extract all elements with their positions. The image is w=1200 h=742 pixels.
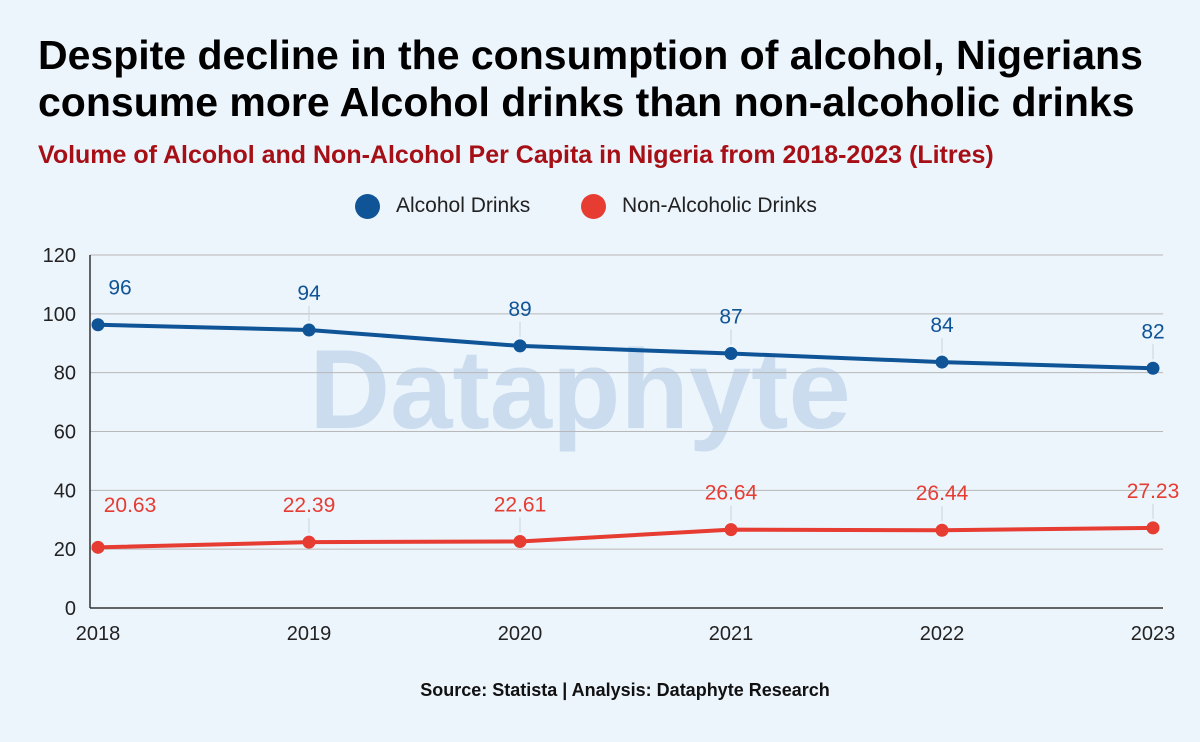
data-point [91, 318, 105, 332]
data-label: 20.63 [104, 494, 157, 517]
chart-legend: Alcohol Drinks Non-Alcoholic Drinks [0, 190, 1200, 222]
data-label: 84 [930, 314, 954, 337]
chart-headline: Despite decline in the consumption of al… [38, 32, 1143, 125]
legend-marker-alcohol [355, 193, 380, 219]
legend-marker-non-alcoholic [581, 193, 606, 219]
data-point [724, 347, 738, 361]
data-point [302, 535, 316, 549]
x-tick-label: 2022 [920, 623, 965, 645]
legend-label-non-alcoholic: Non-Alcoholic Drinks [622, 194, 817, 217]
legend-item-non-alcoholic[interactable]: Non-Alcoholic Drinks [581, 190, 817, 222]
data-point [302, 323, 316, 337]
data-label: 26.64 [705, 482, 758, 505]
data-point [513, 339, 527, 353]
chart-subtitle: Volume of Alcohol and Non-Alcohol Per Ca… [38, 141, 994, 169]
data-point [935, 523, 949, 537]
data-label: 87 [719, 306, 742, 329]
x-tick-label: 2023 [1131, 623, 1176, 645]
legend-item-alcohol[interactable]: Alcohol Drinks [355, 190, 530, 222]
data-label: 94 [297, 282, 321, 305]
legend-label-alcohol: Alcohol Drinks [396, 194, 531, 217]
y-tick-label: 80 [54, 363, 76, 385]
data-point [1146, 361, 1160, 375]
data-label: 82 [1141, 320, 1164, 343]
data-point [1146, 521, 1160, 535]
y-tick-label: 60 [54, 422, 76, 444]
data-label: 26.44 [916, 482, 969, 505]
data-point [724, 523, 738, 537]
data-label: 96 [108, 277, 131, 300]
series-line [96, 322, 1155, 371]
series-line [96, 525, 1155, 550]
y-tick-label: 40 [54, 480, 76, 502]
source-note: Source: Statista | Analysis: Dataphyte R… [420, 680, 830, 700]
x-tick-label: 2019 [287, 623, 332, 645]
watermark-text: Dataphyte [309, 327, 850, 452]
data-point [513, 534, 527, 548]
x-tick-label: 2020 [498, 623, 543, 645]
data-label: 89 [508, 298, 531, 321]
y-tick-label: 100 [43, 304, 76, 326]
data-label: 27.23 [1127, 480, 1180, 503]
data-label: 22.61 [494, 493, 547, 516]
y-tick-label: 20 [54, 539, 76, 561]
data-point [935, 355, 949, 369]
data-label: 22.39 [283, 494, 336, 517]
y-tick-label: 120 [43, 245, 76, 267]
y-tick-label: 0 [65, 598, 76, 620]
x-tick-label: 2021 [709, 623, 754, 645]
data-point [91, 540, 105, 554]
x-tick-label: 2018 [76, 623, 121, 645]
